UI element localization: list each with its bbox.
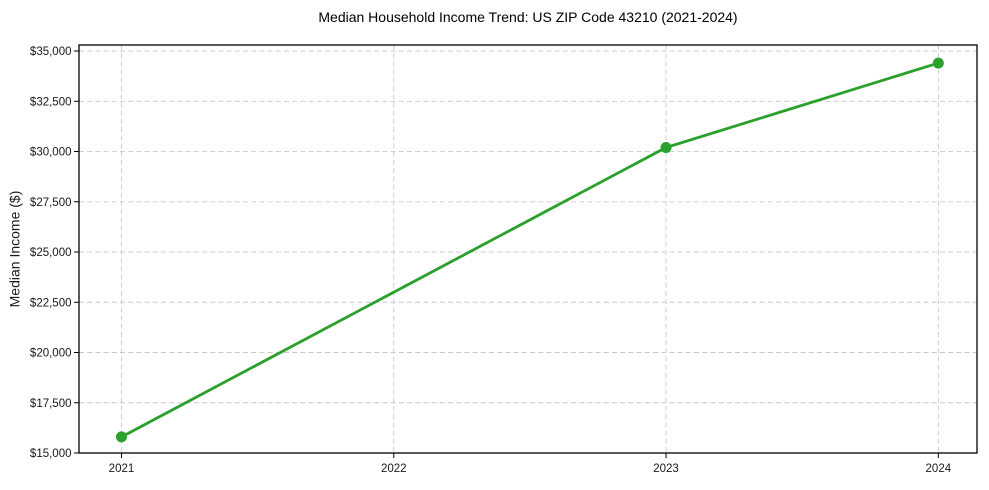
x-tick-label: 2024	[926, 463, 952, 475]
data-point-marker	[115, 431, 127, 443]
y-tick-label: $25,000	[30, 247, 72, 259]
y-tick-label: $35,000	[30, 46, 72, 58]
y-axis-label: Median Income ($)	[7, 191, 23, 308]
y-tick-label: $20,000	[30, 348, 72, 360]
plot-border	[78, 44, 978, 454]
data-line	[120, 61, 940, 439]
x-tick-label: 2023	[653, 463, 679, 475]
x-tick-label: 2022	[381, 463, 407, 475]
y-tick-label: $17,500	[30, 398, 72, 410]
y-tick-label: $30,000	[30, 147, 72, 159]
data-point-marker	[660, 142, 672, 154]
x-tick-label: 2021	[109, 463, 135, 475]
y-tick-label: $27,500	[30, 197, 72, 209]
y-tick-label: $15,000	[30, 448, 72, 460]
y-tick-label: $22,500	[30, 297, 72, 309]
y-tick-label: $32,500	[30, 96, 72, 108]
data-point-marker	[932, 57, 944, 69]
chart-title: Median Household Income Trend: US ZIP Co…	[318, 9, 737, 25]
